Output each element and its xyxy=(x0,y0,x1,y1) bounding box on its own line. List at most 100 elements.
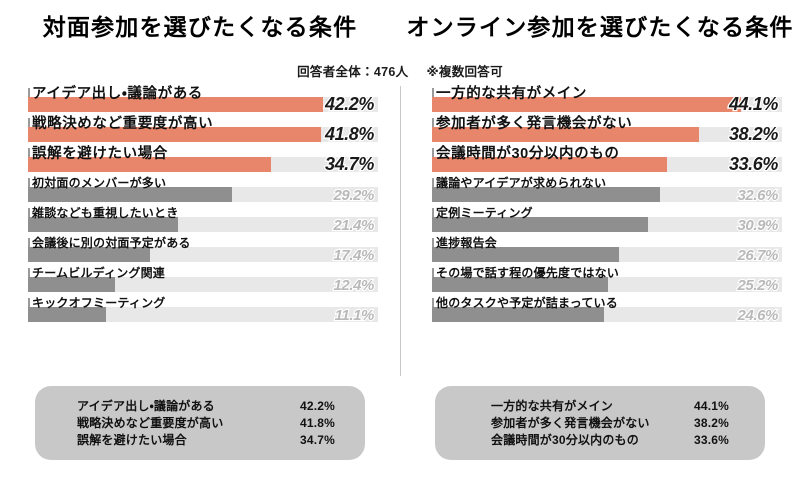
bar-track xyxy=(28,127,378,142)
summary-value: 41.8% xyxy=(299,416,335,430)
bar-track xyxy=(432,307,782,322)
page-title-left: 対面参加を選びたくなる条件 xyxy=(22,12,377,44)
chart-left: アイデア出し・議論がある 42.2% 戦略決めなど重要度が高い 41.8% 誤解を避けた… xyxy=(0,86,400,362)
summary-box-right: 一方的な共有がメイン 44.1% 参加者が多く発言機会がない 38.2% 会議時間が30… xyxy=(435,386,765,460)
bar-fill xyxy=(28,277,115,292)
bar-row: キックオフミーティング 11.1% xyxy=(28,296,378,325)
bar-row: 一方的な共有がメイン 44.1% xyxy=(432,86,782,116)
bar-row: 初対面のメンバーが多い 29.2% xyxy=(28,176,378,205)
bar-label: 他のタスクや予定が詰まっている xyxy=(436,296,618,310)
bar-fill xyxy=(28,157,271,172)
bar-track xyxy=(28,247,378,262)
summary-line: 一方的な共有がメイン 44.1% xyxy=(491,398,729,415)
bar-track xyxy=(28,307,378,322)
respondents-count: 回答者全体：476人 xyxy=(297,65,409,79)
bar-value: 42.2% xyxy=(324,93,376,116)
summary-box-left: アイデア出し・議論がある 42.2% 戦略決めなど重要度が高い 41.8% 誤解を避けた… xyxy=(35,386,365,460)
bar-row: 進捗報告会 26.7% xyxy=(432,236,782,265)
bar-fill xyxy=(28,247,150,262)
bar-value: 26.7% xyxy=(736,246,779,265)
bar-row: チームビルディング関連 12.4% xyxy=(28,266,378,295)
summary-cell-left: アイデア出し・議論がある 42.2% 戦略決めなど重要度が高い 41.8% 誤解を避けた… xyxy=(0,386,400,470)
summary-value: 38.2% xyxy=(693,416,729,430)
bar-row: 定例ミーティング 30.9% xyxy=(432,206,782,235)
bar-row: 議論やアイデアが求められない 32.6% xyxy=(432,176,782,205)
title-cell-right: オンライン参加を選びたくなる条件 xyxy=(386,12,800,52)
bar-row: 参加者が多く発言機会がない 38.2% xyxy=(432,116,782,146)
bar-value: 44.1% xyxy=(728,93,780,116)
summary-line: 戦略決めなど重要度が高い 41.8% xyxy=(77,415,335,432)
bar-track xyxy=(432,127,782,142)
bar-label: その場で話す程の優先度ではない xyxy=(436,266,620,280)
bar-row: 会議後に別の対面予定がある 17.4% xyxy=(28,236,378,265)
summary-line: 会議時間が30分以内のもの 33.6% xyxy=(491,432,729,449)
bar-fill xyxy=(432,217,649,232)
bar-fill xyxy=(28,187,233,202)
multiple-answer-note: ※複数回答可 xyxy=(426,65,503,79)
bar-track xyxy=(28,217,378,232)
bar-track xyxy=(432,97,782,112)
bar-value: 12.4% xyxy=(332,276,375,295)
summary-label: アイデア出し・議論がある xyxy=(77,399,215,413)
bar-track xyxy=(28,157,378,172)
bar-label: キックオフミーティング xyxy=(32,296,166,310)
bar-track xyxy=(432,277,782,292)
bar-value: 32.6% xyxy=(736,186,779,205)
titles-row: 対面参加を選びたくなる条件 オンライン参加を選びたくなる条件 xyxy=(0,12,800,52)
bar-track xyxy=(28,277,378,292)
bar-value: 41.8% xyxy=(324,123,376,146)
bar-row: 会議時間が30分以内のもの 33.6% xyxy=(432,146,782,176)
bar-label: 進捗報告会 xyxy=(436,236,498,250)
bar-value: 24.6% xyxy=(736,306,779,325)
bar-fill xyxy=(28,217,178,232)
summary-label: 会議時間が30分以内のもの xyxy=(491,433,639,447)
bar-track xyxy=(28,187,378,202)
bar-fill xyxy=(432,187,661,202)
bar-label: 一方的な共有がメイン xyxy=(436,86,587,102)
bar-label: 会議時間が30分以内のもの xyxy=(436,146,620,162)
bar-value: 33.6% xyxy=(728,153,780,176)
bar-track xyxy=(432,187,782,202)
bar-row: 他のタスクや予定が詰まっている 24.6% xyxy=(432,296,782,325)
summary-line: アイデア出し・議論がある 42.2% xyxy=(77,398,335,415)
summary-line: 参加者が多く発言機会がない 38.2% xyxy=(491,415,729,432)
bar-row: 誤解を避けたい場合 34.7% xyxy=(28,146,378,175)
bar-fill xyxy=(28,127,321,142)
summary-value: 42.2% xyxy=(299,399,335,413)
bar-track xyxy=(432,247,782,262)
bar-label: 定例ミーティング xyxy=(436,206,533,220)
summary-label: 戦略決めなど重要度が高い xyxy=(77,416,224,430)
bar-row: 戦略決めなど重要度が高い 41.8% xyxy=(28,116,378,146)
bar-value: 38.2% xyxy=(728,123,780,146)
bar-track xyxy=(432,217,782,232)
summary-value: 34.7% xyxy=(299,433,335,447)
bar-row: 雑談なども重視したいとき 21.4% xyxy=(28,206,378,235)
bar-label: 誤解を避けたい場合 xyxy=(32,146,168,162)
chart-panels: アイデア出し・議論がある 42.2% 戦略決めなど重要度が高い 41.8% 誤解を避けた… xyxy=(0,86,800,362)
bar-fill xyxy=(28,97,324,112)
bar-label: 参加者が多く発言機会がない xyxy=(436,116,633,132)
bar-track xyxy=(432,157,782,172)
bar-label: 雑談なども重視したいとき xyxy=(32,206,179,220)
bar-value: 11.1% xyxy=(333,306,375,325)
bar-label: アイデア出し・議論がある xyxy=(32,86,203,102)
summary-cell-right: 一方的な共有がメイン 44.1% 参加者が多く発言機会がない 38.2% 会議時間が30… xyxy=(400,386,800,470)
bar-value: 21.4% xyxy=(332,216,375,235)
bar-value: 25.2% xyxy=(736,276,779,295)
chart-right: 一方的な共有がメイン 44.1% 参加者が多く発言機会がない 38.2% 会議時間が30… xyxy=(400,86,800,362)
summary-label: 誤解を避けたい場合 xyxy=(77,433,187,447)
bar-track xyxy=(28,97,378,112)
bar-value: 30.9% xyxy=(736,216,779,235)
bar-row: その場で話す程の優先度ではない 25.2% xyxy=(432,266,782,295)
summary-line: 誤解を避けたい場合 34.7% xyxy=(77,432,335,449)
bar-label: 初対面のメンバーが多い xyxy=(32,176,167,190)
bar-label: 議論やアイデアが求められない xyxy=(436,176,607,190)
bar-fill xyxy=(432,157,668,172)
summary-label: 参加者が多く発言機会がない xyxy=(491,416,650,430)
bar-fill xyxy=(432,307,605,322)
bar-fill xyxy=(432,97,741,112)
bar-fill xyxy=(432,277,609,292)
title-cell-left: 対面参加を選びたくなる条件 xyxy=(0,12,400,52)
bar-label: 戦略決めなど重要度が高い xyxy=(32,116,214,132)
